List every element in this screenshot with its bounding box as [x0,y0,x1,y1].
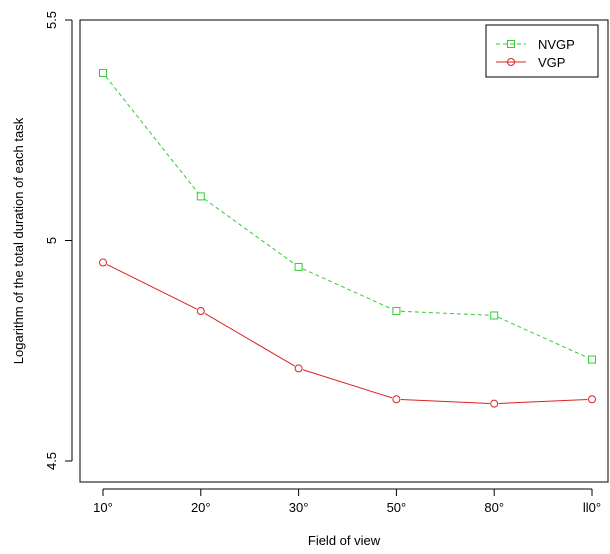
x-axis-title: Field of view [308,533,381,548]
x-tick-label: 30° [289,500,309,515]
data-point-nvgp [392,307,401,316]
series-segment-nvgp [105,76,199,194]
legend-item-vgp: VGP [496,55,565,70]
data-point-nvgp [490,311,499,320]
series-segment-nvgp [498,316,589,359]
legend: NVGP VGP [485,24,599,78]
y-axis-title: Logarithm of the total duration of each … [11,117,26,364]
data-point-nvgp [99,68,107,77]
legend-label-vgp: VGP [538,55,565,70]
legend-marker-vgp [507,58,515,66]
data-point-vgp [196,307,205,316]
series-segment-vgp [106,264,197,310]
x-tick-label: 20° [191,500,211,515]
x-tick-label: 80° [484,500,504,515]
data-point-vgp [490,399,499,408]
x-tick-label: 10° [93,500,113,515]
y-tick-label: 4.5 [44,452,59,470]
y-tick-label: 5 [44,237,59,244]
data-point-vgp [588,395,596,404]
legend-marker-nvgp [507,40,515,48]
series-segment-nvgp [400,310,490,316]
legend-box [485,24,599,78]
legend-label-nvgp: NVGP [538,37,575,52]
series-layer [99,68,596,408]
data-point-vgp [99,258,107,267]
y-axis: 4.5 5 5.5 [44,11,73,470]
series-vgp [99,258,596,408]
x-tick-label: ll0° [583,500,601,515]
series-segment-nvgp [302,268,393,310]
data-point-nvgp [588,355,596,364]
series-nvgp [99,68,596,364]
data-point-nvgp [294,262,303,271]
plot-frame [79,19,609,483]
series-segment-vgp [498,398,588,404]
series-segment-vgp [204,312,295,367]
x-tick-label: 50° [387,500,407,515]
legend-item-nvgp: NVGP [496,37,575,52]
series-segment-nvgp [204,198,296,265]
data-point-nvgp [196,192,205,201]
data-point-vgp [294,364,303,373]
series-segment-vgp [302,369,393,399]
series-segment-vgp [400,398,490,404]
data-point-vgp [392,395,401,404]
y-tick-label: 5.5 [44,11,59,29]
x-axis: 10° 20° 30° 50° 80° ll0° [93,488,601,515]
